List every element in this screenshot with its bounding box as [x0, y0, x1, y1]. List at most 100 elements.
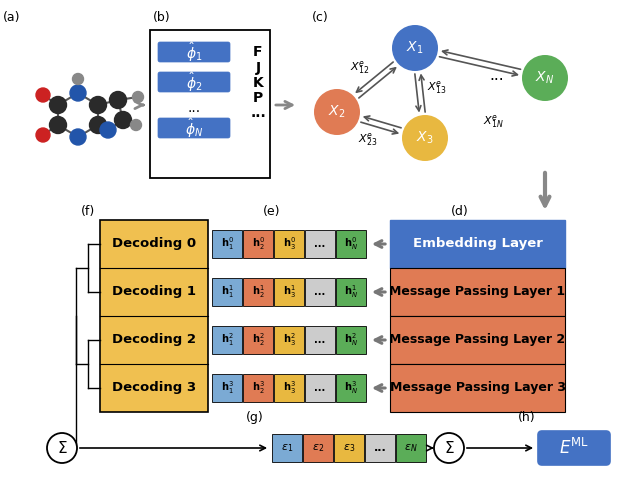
- Text: $\epsilon_1$: $\epsilon_1$: [281, 442, 293, 454]
- Circle shape: [36, 88, 50, 102]
- Text: $\Sigma$: $\Sigma$: [444, 440, 454, 456]
- Text: Decoding 2: Decoding 2: [112, 333, 196, 346]
- Text: Message Passing Layer 2: Message Passing Layer 2: [389, 333, 566, 346]
- Circle shape: [402, 115, 448, 161]
- Text: $\mathbf{h}_1^0$: $\mathbf{h}_1^0$: [221, 236, 234, 253]
- Circle shape: [115, 112, 131, 128]
- Circle shape: [109, 91, 127, 109]
- FancyBboxPatch shape: [158, 42, 230, 62]
- Circle shape: [90, 116, 106, 133]
- FancyBboxPatch shape: [158, 118, 230, 138]
- Bar: [274, 230, 304, 258]
- Text: $\hat{\phi}_N$: $\hat{\phi}_N$: [185, 116, 203, 140]
- Bar: [365, 434, 395, 462]
- Bar: [336, 278, 366, 306]
- Text: F: F: [253, 45, 263, 59]
- Text: $\mathbf{h}_2^1$: $\mathbf{h}_2^1$: [252, 284, 264, 300]
- Text: $\mathbf{h}_3^3$: $\mathbf{h}_3^3$: [283, 380, 296, 397]
- Text: $\mathbf{h}_1^3$: $\mathbf{h}_1^3$: [221, 380, 234, 397]
- Text: $\mathbf{h}_N^3$: $\mathbf{h}_N^3$: [344, 380, 358, 397]
- Text: (e): (e): [263, 205, 281, 218]
- Bar: [243, 230, 273, 258]
- Text: Message Passing Layer 1: Message Passing Layer 1: [389, 285, 566, 298]
- Text: K: K: [253, 76, 264, 90]
- Bar: [336, 326, 366, 354]
- Bar: [212, 278, 242, 306]
- Text: $X_N$: $X_N$: [536, 70, 555, 86]
- Bar: [303, 434, 333, 462]
- Circle shape: [70, 85, 86, 101]
- Text: $\hat{\phi}_1$: $\hat{\phi}_1$: [186, 41, 202, 64]
- FancyBboxPatch shape: [538, 431, 610, 465]
- Bar: [150, 30, 270, 178]
- Bar: [305, 278, 335, 306]
- Text: $\Sigma$: $\Sigma$: [57, 440, 67, 456]
- Text: (a): (a): [3, 12, 20, 25]
- Text: Message Passing Layer 3: Message Passing Layer 3: [390, 382, 566, 395]
- Bar: [272, 434, 302, 462]
- Text: $\mathbf{h}_2^3$: $\mathbf{h}_2^3$: [252, 380, 264, 397]
- Bar: [390, 364, 565, 412]
- Bar: [336, 230, 366, 258]
- Text: $\epsilon_3$: $\epsilon_3$: [343, 442, 355, 454]
- Circle shape: [49, 116, 67, 133]
- Text: $\mathbf{h}_1^1$: $\mathbf{h}_1^1$: [221, 284, 234, 300]
- Text: $\epsilon_2$: $\epsilon_2$: [312, 442, 324, 454]
- Bar: [100, 220, 208, 412]
- Circle shape: [36, 128, 50, 142]
- Text: $X_1$: $X_1$: [406, 40, 424, 56]
- Circle shape: [131, 119, 141, 130]
- Text: (h): (h): [518, 412, 536, 425]
- Bar: [243, 374, 273, 402]
- Text: $\mathbf{h}_2^0$: $\mathbf{h}_2^0$: [252, 236, 264, 253]
- Bar: [305, 230, 335, 258]
- Bar: [212, 374, 242, 402]
- Text: ...: ...: [314, 239, 326, 249]
- Text: $\mathbf{h}_2^2$: $\mathbf{h}_2^2$: [252, 332, 264, 348]
- Text: ...: ...: [314, 383, 326, 393]
- Text: (c): (c): [312, 12, 328, 25]
- Text: $\mathbf{h}_3^1$: $\mathbf{h}_3^1$: [283, 284, 296, 300]
- Text: P: P: [253, 91, 263, 105]
- Circle shape: [314, 89, 360, 135]
- Text: ...: ...: [490, 68, 504, 83]
- Bar: [212, 326, 242, 354]
- Circle shape: [392, 25, 438, 71]
- Text: ...: ...: [314, 287, 326, 297]
- Text: Decoding 3: Decoding 3: [112, 382, 196, 395]
- Bar: [305, 326, 335, 354]
- Text: (g): (g): [246, 412, 264, 425]
- Circle shape: [522, 55, 568, 101]
- Text: ...: ...: [314, 335, 326, 345]
- Text: $X_{12}^e$: $X_{12}^e$: [350, 59, 370, 76]
- Text: (b): (b): [153, 12, 171, 25]
- Circle shape: [70, 129, 86, 145]
- Bar: [390, 220, 565, 268]
- Circle shape: [132, 91, 143, 102]
- Text: ...: ...: [188, 101, 200, 115]
- Text: (f): (f): [81, 205, 95, 218]
- Text: $X_{1N}^e$: $X_{1N}^e$: [483, 114, 503, 130]
- Text: Embedding Layer: Embedding Layer: [413, 238, 543, 251]
- FancyBboxPatch shape: [158, 72, 230, 92]
- Bar: [390, 316, 565, 364]
- Text: $\mathbf{h}_1^2$: $\mathbf{h}_1^2$: [221, 332, 234, 348]
- Text: $X_2$: $X_2$: [328, 104, 346, 120]
- Text: (d): (d): [451, 205, 469, 218]
- Text: $\mathbf{h}_3^0$: $\mathbf{h}_3^0$: [282, 236, 296, 253]
- Circle shape: [72, 73, 83, 85]
- Bar: [396, 434, 426, 462]
- Text: Decoding 1: Decoding 1: [112, 285, 196, 298]
- Circle shape: [434, 433, 464, 463]
- Bar: [390, 268, 565, 316]
- Bar: [336, 374, 366, 402]
- Bar: [274, 278, 304, 306]
- Text: ...: ...: [374, 443, 387, 453]
- Bar: [243, 326, 273, 354]
- Text: $X_{23}^e$: $X_{23}^e$: [358, 131, 378, 148]
- Text: $X_3$: $X_3$: [416, 130, 434, 146]
- Circle shape: [100, 122, 116, 138]
- Bar: [305, 374, 335, 402]
- Text: $\epsilon_N$: $\epsilon_N$: [404, 442, 418, 454]
- Bar: [243, 278, 273, 306]
